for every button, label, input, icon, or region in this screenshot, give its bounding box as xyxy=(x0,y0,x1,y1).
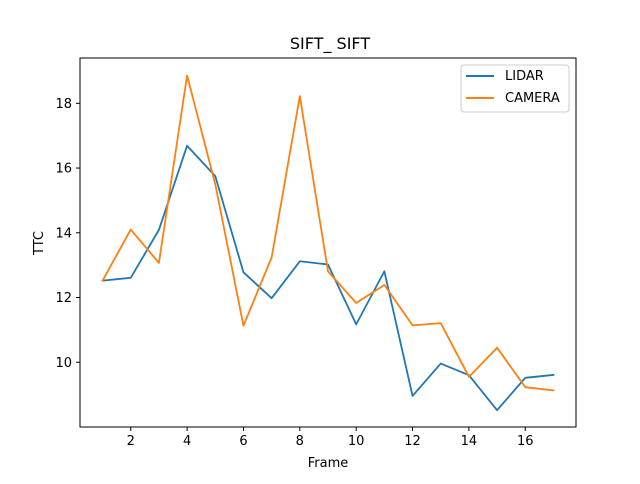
chart-title: SIFT_ SIFT xyxy=(290,34,370,54)
series-lines xyxy=(101,74,555,412)
y-axis-ticks: 10 12 14 16 18 xyxy=(55,97,80,371)
y-tick-label: 10 xyxy=(55,356,72,371)
y-axis-label: TTC xyxy=(32,231,47,256)
series-line-lidar xyxy=(101,144,555,412)
x-tick-label: 12 xyxy=(404,434,421,449)
y-tick-label: 18 xyxy=(55,97,72,112)
y-tick-label: 14 xyxy=(55,226,72,241)
x-tick-label: 16 xyxy=(517,434,534,449)
x-tick-label: 6 xyxy=(239,434,247,449)
x-tick-label: 2 xyxy=(127,434,135,449)
legend-label-lidar: LIDAR xyxy=(505,69,544,84)
x-tick-label: 10 xyxy=(348,434,365,449)
series-line-camera xyxy=(101,74,555,392)
legend: LIDAR CAMERA xyxy=(460,64,570,113)
legend-label-camera: CAMERA xyxy=(505,91,560,106)
x-tick-label: 4 xyxy=(183,434,191,449)
y-tick-label: 16 xyxy=(55,162,72,177)
x-axis-label: Frame xyxy=(308,456,349,471)
x-tick-label: 8 xyxy=(296,434,304,449)
plot-area-frame xyxy=(79,57,577,428)
x-tick-label: 14 xyxy=(461,434,478,449)
y-tick-label: 12 xyxy=(55,291,72,306)
x-axis-ticks: 2 4 6 8 10 12 14 16 xyxy=(127,427,534,449)
